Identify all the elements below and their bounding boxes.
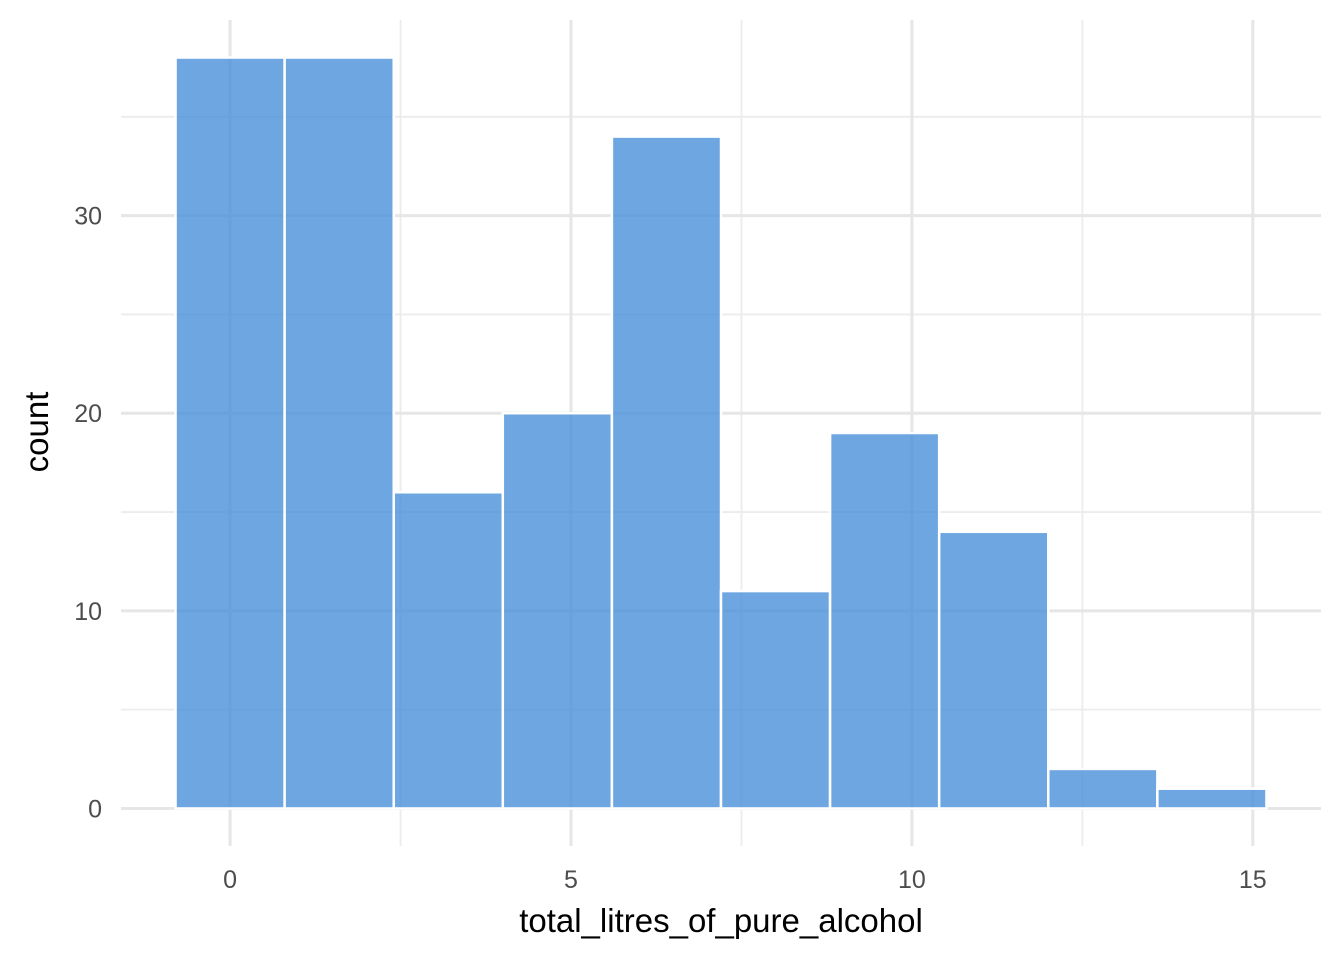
histogram-bar (719, 589, 832, 810)
x-axis-title: total_litres_of_pure_alcohol (519, 902, 923, 939)
x-tick-label: 5 (564, 866, 578, 894)
x-axis-ticks: 0 5 10 15 (223, 866, 1267, 894)
y-tick-label: 20 (74, 400, 102, 428)
x-tick-label: 0 (223, 866, 237, 894)
histogram-bar (1047, 767, 1159, 810)
y-axis-title: count (18, 392, 55, 473)
histogram-bar (283, 56, 395, 810)
histogram-bar (392, 491, 505, 810)
histogram-bar (174, 56, 286, 810)
y-tick-label: 30 (74, 203, 102, 231)
x-tick-label: 15 (1239, 866, 1267, 894)
histogram-bar (501, 411, 614, 810)
histogram-bar (828, 431, 941, 810)
histogram-bar (1156, 787, 1268, 810)
y-tick-label: 10 (74, 598, 102, 626)
histogram-bar (937, 530, 1050, 810)
histogram-bar (610, 135, 723, 810)
x-tick-label: 10 (898, 866, 926, 894)
histogram-bars (174, 56, 1268, 810)
y-axis-ticks: 0 10 20 30 (74, 203, 102, 824)
y-tick-label: 0 (88, 795, 102, 823)
